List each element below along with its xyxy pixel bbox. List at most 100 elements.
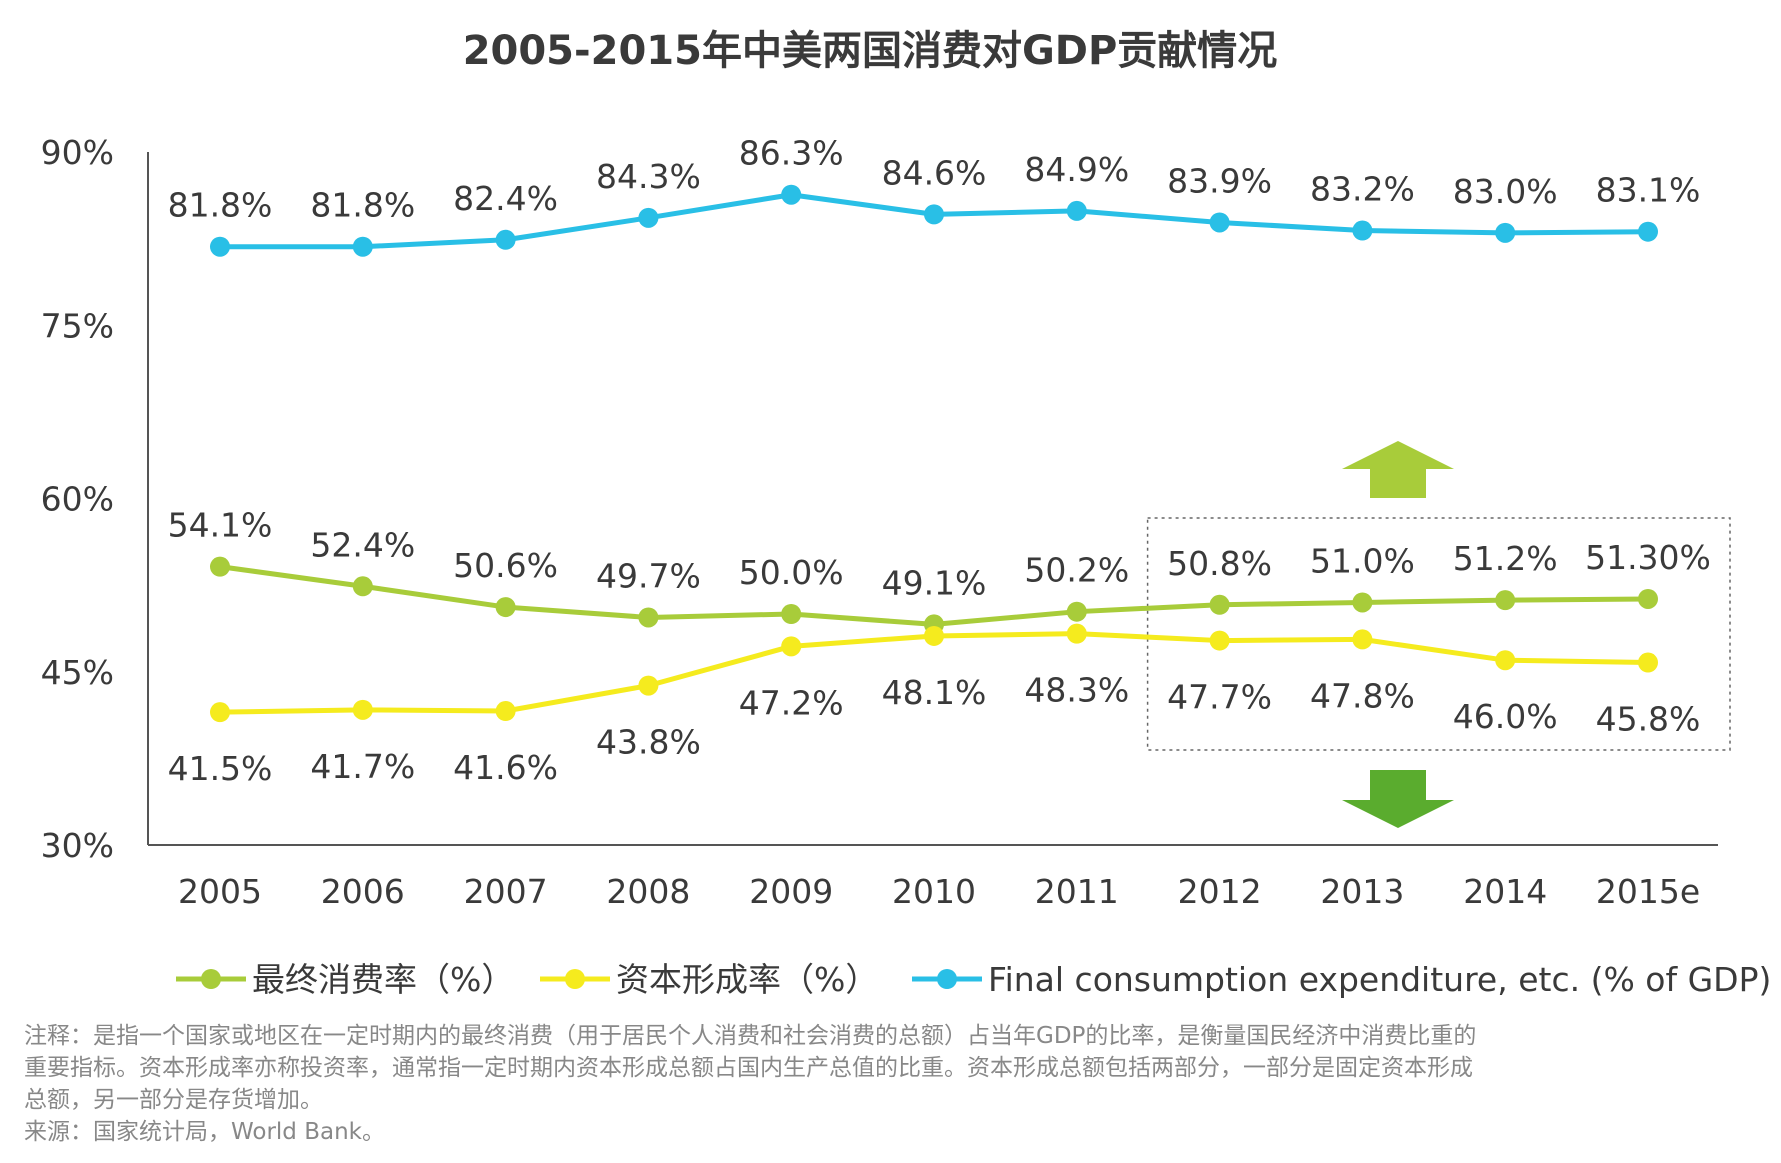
capital-formation-rate-point: [495, 701, 516, 722]
us-final-consumption-point: [210, 236, 230, 257]
capital-formation-rate-point: [1066, 623, 1087, 644]
us-final-consumption-point: [1495, 222, 1516, 243]
consumption-rate-data-label: 50.6%: [453, 546, 558, 585]
us-final-consumption-data-label: 83.1%: [1596, 171, 1701, 210]
footnote-line: 注释：是指一个国家或地区在一定时期内的最终消费（用于居民个人消费和社会消费的总额…: [24, 1023, 1477, 1049]
consumption-rate-point: [1638, 588, 1658, 609]
capital-formation-rate-point: [1352, 629, 1373, 650]
consumption-rate-data-label: 49.7%: [596, 556, 701, 595]
series-lines: [210, 184, 1658, 723]
consumption-rate-data-label: 51.0%: [1310, 541, 1415, 580]
consumption-rate-point: [781, 604, 802, 624]
capital-formation-rate-data-label: 47.8%: [1310, 676, 1415, 715]
us-final-consumption-data-label: 83.9%: [1167, 161, 1272, 200]
us-final-consumption-point: [638, 207, 659, 228]
us-final-consumption-legend-label: Final consumption expenditure, etc. (% o…: [988, 960, 1771, 999]
us-final-consumption-legend-marker: [937, 969, 957, 989]
capital-formation-rate-point: [1209, 630, 1230, 651]
y-tick-label: 30%: [41, 826, 114, 865]
footnote: 注释：是指一个国家或地区在一定时期内的最终消费（用于居民个人消费和社会消费的总额…: [24, 1020, 1754, 1116]
capital-formation-rate-data-label: 41.6%: [453, 748, 558, 787]
consumption-rate-point: [210, 556, 230, 577]
capital-formation-rate-data-label: 46.0%: [1453, 697, 1558, 736]
annotations: [1146, 441, 1731, 828]
capital-formation-rate-data-label: 47.7%: [1167, 678, 1272, 717]
us-final-consumption-data-label: 84.3%: [596, 157, 701, 196]
us-final-consumption-point: [1066, 200, 1087, 221]
capital-formation-rate-data-label: 41.7%: [310, 747, 415, 786]
consumption-rate-point: [638, 607, 659, 628]
footnote-line: 总额，另一部分是存货增加。: [24, 1087, 323, 1113]
consumption-rate-data-label: 52.4%: [310, 525, 415, 564]
x-tick-label: 2013: [1320, 872, 1404, 911]
us-final-consumption-data-label: 84.6%: [882, 153, 987, 192]
chart-title: 2005-2015年中美两国消费对GDP贡献情况: [463, 28, 1278, 74]
consumption-rate-point: [1495, 590, 1516, 611]
capital-formation-rate-legend-label: 资本形成率（%）: [616, 960, 878, 999]
x-tick-label: 2005: [178, 872, 262, 911]
capital-formation-rate-data-label: 45.8%: [1596, 700, 1701, 739]
up-arrow-icon: [1342, 441, 1454, 498]
consumption-rate-point: [1352, 592, 1373, 613]
data-labels: 54.1% 52.4% 50.6% 49.7% 50.0% 49.1% 50.2% 50.8%…: [168, 134, 1711, 788]
capital-formation-rate-data-label: 41.5%: [168, 749, 273, 788]
capital-formation-rate-point: [210, 702, 230, 723]
consumption-rate-legend-label: 最终消费率（%）: [252, 960, 514, 999]
capital-formation-rate-data-label: 43.8%: [596, 723, 701, 762]
x-tick-label: 2008: [606, 872, 690, 911]
down-arrow-icon: [1342, 770, 1454, 828]
x-tick-label: 2015e: [1596, 872, 1700, 911]
us-final-consumption-data-label: 84.9%: [1024, 150, 1129, 189]
source-note: 来源：国家统计局，World Bank。: [24, 1119, 385, 1145]
highlight-box: [1146, 517, 1731, 751]
capital-formation-rate-point: [638, 675, 659, 696]
legend: 最终消费率（%） 资本形成率（%） Final consumption expend…: [176, 960, 1771, 999]
us-final-consumption-point: [1638, 221, 1658, 242]
y-tick-label: 45%: [41, 653, 114, 692]
x-tick-label: 2007: [464, 872, 548, 911]
capital-formation-rate-legend-marker: [565, 969, 585, 989]
x-tick-label: 2009: [749, 872, 833, 911]
x-tick-label: 2006: [321, 872, 405, 911]
consumption-rate-legend-marker: [201, 969, 221, 989]
us-final-consumption-point: [1352, 220, 1373, 241]
us-final-consumption-data-label: 81.8%: [310, 186, 415, 225]
capital-formation-rate-point: [924, 625, 944, 646]
x-tick-label: 2014: [1463, 872, 1547, 911]
us-final-consumption-data-label: 86.3%: [739, 134, 844, 173]
consumption-rate-data-label: 50.2%: [1024, 551, 1129, 590]
y-tick-label: 60%: [41, 480, 114, 519]
x-tick-label: 2012: [1178, 872, 1262, 911]
capital-formation-rate-point: [781, 636, 802, 657]
consumption-rate-data-label: 50.8%: [1167, 544, 1272, 583]
capital-formation-rate-data-label: 47.2%: [739, 683, 844, 722]
us-final-consumption-point: [352, 236, 373, 257]
footnote-line: 重要指标。资本形成率亦称投资率，通常指一定时期内资本形成总额占国内生产总值的比重…: [24, 1055, 1473, 1081]
capital-formation-rate-point: [352, 699, 373, 720]
us-final-consumption-point: [924, 204, 944, 225]
consumption-rate-point: [1209, 594, 1230, 615]
y-axis: 30% 45% 60% 75% 90%: [41, 133, 149, 865]
capital-formation-rate-point: [1638, 652, 1658, 673]
us-final-consumption-data-label: 83.2%: [1310, 170, 1415, 209]
us-final-consumption-data-label: 83.0%: [1453, 172, 1558, 211]
consumption-rate-data-label: 54.1%: [168, 506, 273, 545]
consumption-rate-data-label: 51.30%: [1585, 538, 1711, 577]
capital-formation-rate-data-label: 48.1%: [882, 673, 987, 712]
us-final-consumption-data-label: 81.8%: [168, 186, 273, 225]
us-final-consumption-point: [781, 184, 802, 205]
capital-formation-rate-point: [1495, 650, 1516, 671]
x-axis: 2005 2006 2007 2008 2009 2010 2011 2012 2013 2014…: [148, 844, 1718, 911]
us-final-consumption-point: [495, 229, 516, 250]
x-tick-label: 2011: [1035, 872, 1119, 911]
capital-formation-rate-data-label: 48.3%: [1024, 671, 1129, 710]
consumption-rate-point: [352, 576, 373, 597]
consumption-rate-point: [495, 597, 516, 618]
consumption-rate-data-label: 50.0%: [739, 553, 844, 592]
consumption-rate-point: [1066, 601, 1087, 622]
consumption-rate-data-label: 49.1%: [882, 563, 987, 602]
us-final-consumption-point: [1209, 212, 1230, 233]
consumption-rate-data-label: 51.2%: [1453, 539, 1558, 578]
y-tick-label: 75%: [41, 306, 114, 345]
